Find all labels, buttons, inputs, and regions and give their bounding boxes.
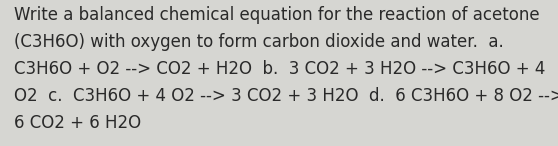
Text: 6 CO2 + 6 H2O: 6 CO2 + 6 H2O: [14, 114, 141, 132]
Text: C3H6O + O2 --> CO2 + H2O  b.  3 CO2 + 3 H2O --> C3H6O + 4: C3H6O + O2 --> CO2 + H2O b. 3 CO2 + 3 H2…: [14, 60, 545, 78]
Text: O2  c.  C3H6O + 4 O2 --> 3 CO2 + 3 H2O  d.  6 C3H6O + 8 O2 -->: O2 c. C3H6O + 4 O2 --> 3 CO2 + 3 H2O d. …: [14, 87, 558, 105]
Text: Write a balanced chemical equation for the reaction of acetone: Write a balanced chemical equation for t…: [14, 6, 540, 24]
Text: (C3H6O) with oxygen to form carbon dioxide and water.  a.: (C3H6O) with oxygen to form carbon dioxi…: [14, 33, 504, 51]
